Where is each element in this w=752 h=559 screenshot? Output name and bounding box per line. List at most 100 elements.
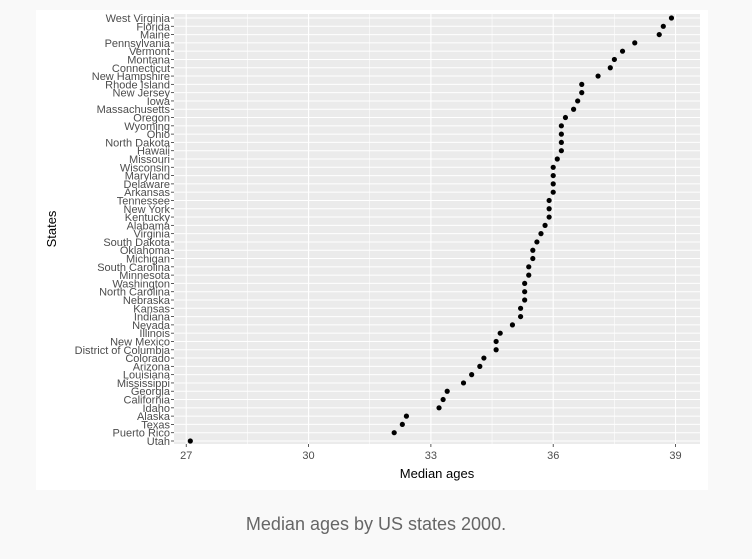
y-tick-label: Georgia: [131, 386, 171, 398]
y-tick-label: Louisiana: [123, 370, 171, 382]
data-point: [546, 206, 552, 212]
data-point: [399, 421, 405, 428]
y-tick-label: Virginia: [134, 229, 171, 241]
major-gridlines: [174, 14, 700, 444]
y-tick-label: Hawaii: [137, 146, 170, 158]
y-tick-label: Rhode Island: [105, 79, 170, 91]
y-tick-label: Missouri: [129, 154, 170, 166]
data-point: [579, 81, 585, 87]
y-tick-label: Washington: [112, 278, 170, 290]
figure-caption: Median ages by US states 2000.: [245, 514, 507, 534]
y-tick-label: Delaware: [124, 179, 170, 191]
y-tick-label: Texas: [141, 419, 170, 431]
y-tick-label: Nebraska: [123, 295, 171, 307]
data-point: [526, 264, 532, 270]
data-point: [562, 114, 569, 121]
data-point: [660, 23, 666, 29]
y-tick-label: South Carolina: [97, 262, 171, 274]
y-tick-label: Vermont: [129, 46, 170, 58]
data-point: [595, 73, 601, 79]
y-tick-label: Mississippi: [117, 378, 170, 390]
x-tick-labels: 27 30 33 36 39: [180, 444, 682, 462]
y-tick-label: Maryland: [125, 171, 170, 183]
y-tick-label: New Jersey: [113, 88, 171, 100]
data-point: [534, 239, 540, 245]
y-tick-label: Arizona: [133, 361, 171, 373]
y-tick-label: Nevada: [132, 320, 171, 332]
y-tick-label: Montana: [127, 54, 171, 66]
x-tick-label: 39: [669, 450, 681, 462]
y-tick-label: District of Columbia: [75, 345, 171, 357]
x-tick-label: 27: [180, 450, 192, 462]
data-point: [530, 255, 536, 262]
y-tick-label: Massachusetts: [97, 104, 171, 116]
data-point: [522, 280, 528, 287]
data-point: [619, 48, 626, 54]
x-tick-label: 36: [547, 450, 559, 462]
y-tick-label: Kansas: [133, 303, 170, 315]
data-point: [517, 305, 524, 311]
data-point: [391, 430, 397, 436]
y-tick-label: California: [124, 395, 171, 407]
y-tick-labels: West VirginiaFloridaMainePennsylvaniaVer…: [75, 13, 174, 448]
y-tick-label: Oklahoma: [120, 245, 171, 257]
data-point: [403, 413, 410, 419]
data-point: [460, 380, 467, 386]
y-tick-label: Oregon: [133, 113, 170, 125]
data-point: [579, 90, 585, 96]
x-tick-label: 30: [302, 450, 314, 462]
data-point: [668, 15, 675, 21]
y-tick-label: Kentucky: [125, 212, 171, 224]
y-tick-label: Pennsylvania: [105, 38, 171, 50]
data-point: [611, 56, 617, 63]
data-point: [570, 106, 577, 112]
x-axis-title: Median ages: [400, 466, 475, 481]
data-point: [558, 148, 564, 154]
data-point: [656, 31, 662, 38]
y-tick-label: New York: [124, 204, 171, 216]
data-point: [517, 313, 524, 320]
y-tick-label: West Virginia: [106, 13, 171, 25]
y-tick-label: Alaska: [137, 411, 171, 423]
y-tick-label: Utah: [147, 436, 170, 448]
data-point: [436, 405, 442, 411]
data-point: [607, 65, 613, 71]
y-tick-label: Puerto Rico: [113, 428, 170, 440]
data-point: [530, 247, 536, 253]
y-tick-label: Maine: [140, 30, 170, 42]
y-axis-title: States: [44, 210, 59, 247]
data-point: [509, 322, 516, 328]
y-tick-label: South Dakota: [103, 237, 171, 249]
median-age-dot-plot: West VirginiaFloridaMainePennsylvaniaVer…: [44, 13, 700, 481]
data-point: [558, 131, 564, 137]
data-point: [493, 338, 499, 345]
y-tick-label: Wyoming: [124, 121, 170, 133]
data-point: [477, 363, 483, 369]
data-point: [550, 164, 556, 170]
data-point: [558, 139, 564, 146]
y-tick-label: Idaho: [142, 403, 170, 415]
x-tick-label: 33: [425, 450, 437, 462]
minor-gridlines: [247, 14, 615, 444]
data-point: [497, 330, 503, 336]
data-point: [522, 297, 528, 303]
data-points: [187, 15, 675, 444]
data-point: [554, 156, 560, 162]
data-point: [440, 396, 446, 403]
data-point: [469, 372, 475, 378]
y-tick-label: Tennessee: [117, 195, 170, 207]
data-point: [575, 98, 581, 104]
y-tick-label: Florida: [136, 21, 171, 33]
chart-figure: West Virginia Florida Maine Pennsylvania Ver…: [36, 10, 708, 490]
data-point: [493, 347, 499, 353]
data-point: [632, 40, 638, 46]
y-tick-label: Wisconsin: [120, 162, 170, 174]
data-point: [481, 355, 487, 361]
y-tick-label: Alabama: [127, 220, 171, 232]
data-point: [187, 438, 193, 444]
y-tick-label: Arkansas: [124, 187, 170, 199]
data-point: [538, 231, 544, 237]
data-point: [550, 172, 556, 179]
data-point: [550, 189, 556, 195]
y-tick-label: New Mexico: [110, 336, 170, 348]
